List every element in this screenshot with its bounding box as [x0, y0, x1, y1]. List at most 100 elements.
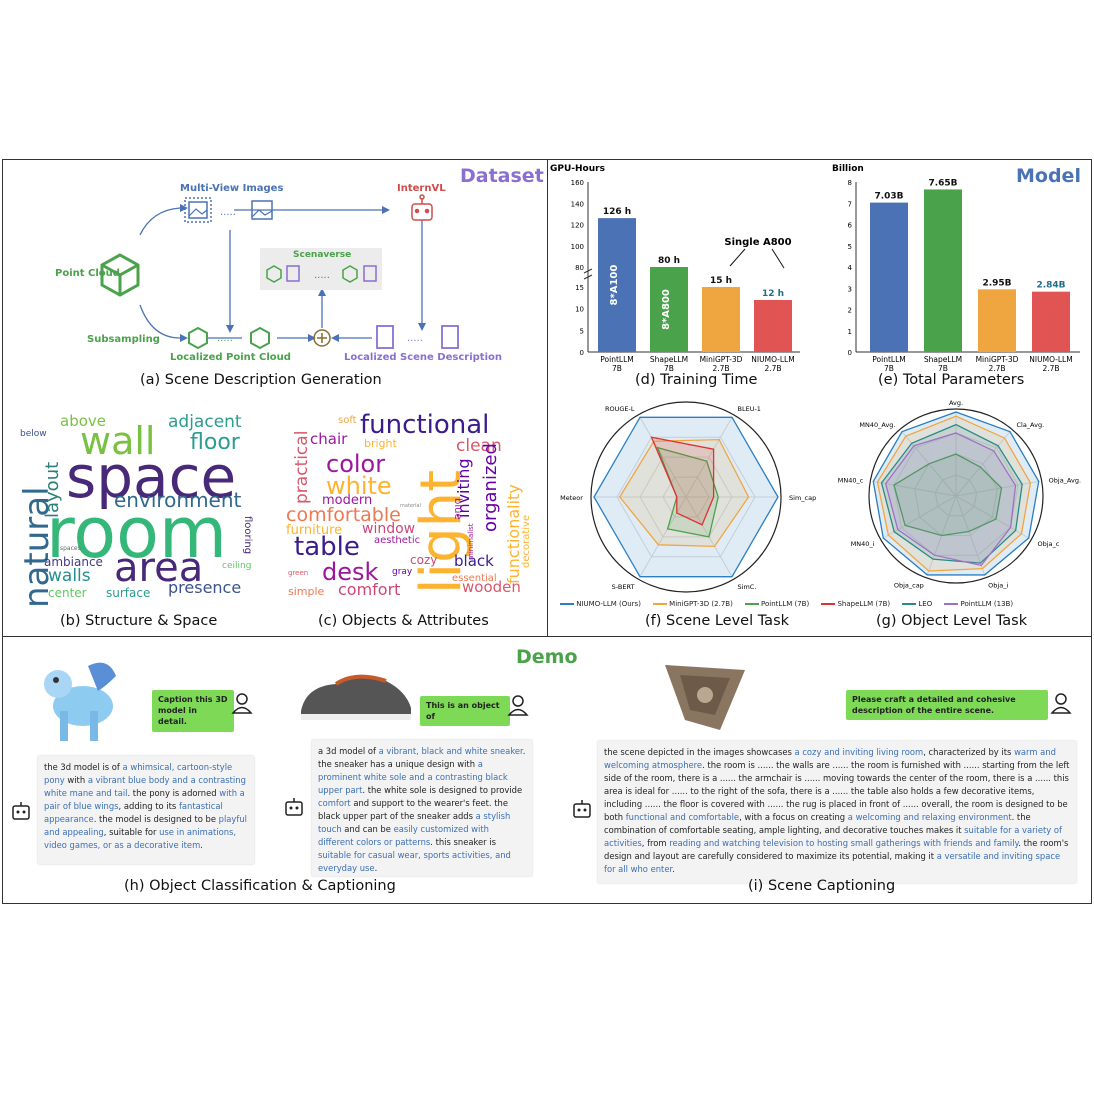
- dataset-title: Dataset: [460, 165, 544, 187]
- axis-break-mark: [583, 268, 593, 274]
- x-tick-label: MiniGPT-3D: [700, 355, 743, 364]
- localized-desc-label: Localized Scene Description: [344, 352, 502, 363]
- x-tick-label: 2.7B: [712, 364, 729, 372]
- answer-box-1: the 3d model is of a whimsical, cartoon-…: [38, 756, 254, 864]
- radar-axis-label: Cla_Avg.: [1016, 421, 1044, 429]
- legend-item-pointllm13b: PointLLM (13B): [944, 600, 1013, 612]
- y-tick-label: 10: [575, 306, 584, 314]
- bar-inner-label: 8*A100: [609, 265, 620, 306]
- user-icon-2: [507, 695, 529, 716]
- radar-series: [656, 446, 719, 538]
- svg-text:.....: .....: [314, 270, 330, 281]
- caption-e: (e) Total Parameters: [878, 372, 1025, 388]
- user-icon-3: [1050, 693, 1072, 714]
- training-time-chart: GPU-Hours 80 100 120 140 160 0 5 10 15 126 h 8*A100…: [550, 164, 800, 372]
- question-bubble-2: This is an object of: [420, 696, 510, 727]
- radar-axis-label: SimC.: [738, 583, 757, 591]
- svg-text:.....: .....: [220, 207, 236, 218]
- bar: [754, 300, 792, 352]
- wordcloud-structure: above adjacent below wall floor space la…: [17, 412, 253, 609]
- bar: [870, 202, 908, 352]
- y-tick-label: 5: [580, 327, 584, 335]
- caption-f: (f) Scene Level Task: [645, 613, 790, 629]
- y-tick-label: 160: [571, 179, 584, 187]
- radar-axis-label: BLEU-1: [738, 405, 761, 413]
- radar-series: [893, 453, 1003, 537]
- answer-box-3: the scene depicted in the images showcas…: [598, 741, 1076, 883]
- demo-panel: [2, 636, 1092, 904]
- x-tick-label: 2.7B: [764, 364, 781, 372]
- radar-series: [876, 415, 1032, 572]
- x-tick-label: ShapeLLM: [650, 355, 688, 364]
- x-tick-label: NIUMO-LLM: [1029, 355, 1072, 364]
- x-tick-label: 7B: [664, 364, 674, 372]
- point-cloud-icon: [100, 253, 140, 297]
- bar: [598, 218, 636, 352]
- caption-d: (d) Training Time: [635, 372, 758, 388]
- localized-pc-label: Localized Point Cloud: [170, 352, 291, 363]
- radar-axis-label: Obja_cap: [894, 581, 924, 589]
- x-tick-label: 7B: [612, 364, 622, 372]
- radar-outer-ring: [590, 401, 782, 593]
- bar-value-label: 2.84B: [1036, 281, 1065, 291]
- bar-value-label: 2.95B: [982, 278, 1011, 288]
- y-tick-label: 1: [848, 328, 852, 336]
- annotation-label: Single A800: [724, 237, 791, 248]
- y-tick-label: 80: [575, 264, 584, 272]
- radar-axis-label: Meteor: [560, 494, 583, 502]
- bar-inner-label: 8*A800: [661, 289, 672, 330]
- radar-axis-label: Sim_cap: [789, 494, 816, 502]
- radar-legend: NIUMO-LLM (Ours) MiniGPT-3D (2.7B) Point…: [560, 600, 1080, 612]
- radar-outer-ring: [868, 408, 1044, 584]
- radar-series: [880, 423, 1023, 564]
- radar-axis-label: MN40_i: [851, 540, 875, 548]
- caption-h: (h) Object Classification & Captioning: [124, 878, 396, 894]
- legend-item-shapellm: ShapeLLM (7B): [821, 600, 890, 612]
- radar-spoke: [883, 495, 957, 539]
- y-tick-label: 0: [848, 349, 852, 357]
- legend-item-niumo: NIUMO-LLM (Ours): [560, 600, 641, 612]
- radar-spoke: [955, 495, 986, 576]
- y-tick-label: 3: [848, 285, 852, 293]
- radar-series: [872, 411, 1040, 576]
- bar-value-label: 15 h: [710, 276, 732, 286]
- radar-series: [593, 416, 779, 578]
- x-tick-label: 7B: [884, 364, 894, 372]
- y-tick-label: 8: [848, 179, 852, 187]
- annotation-arrow: [729, 248, 746, 267]
- wordcloud-objects: soft functional chair bright clean pract…: [286, 410, 532, 599]
- internvl-label: InternVL: [397, 183, 446, 194]
- object-level-radar: Avg. Cla_Avg. Obja_Avg. Obja_c Obja_i Obja_ca…: [838, 399, 1081, 589]
- model-title: Model: [1016, 165, 1081, 187]
- radar-spoke: [955, 495, 1029, 539]
- sneaker-model-image: [301, 674, 411, 720]
- bar: [924, 189, 962, 352]
- x-tick-label: ShapeLLM: [924, 355, 962, 364]
- radar-grid-ring: [934, 474, 978, 517]
- x-tick-label: 7B: [938, 364, 948, 372]
- legend-item-minigpt: MiniGPT-3D (2.7B): [652, 600, 733, 612]
- y-tick-label: 5: [848, 243, 852, 251]
- caption-g: (g) Object Level Task: [876, 613, 1028, 629]
- scene-level-radar: BLEU-1 Sim_cap SimC. S-BERT Meteor ROUGE-L: [560, 401, 816, 593]
- radar-spoke: [639, 496, 687, 577]
- axis-break-mark: [583, 274, 593, 280]
- radar-axis-label: MN40_c: [838, 477, 864, 485]
- y-tick-label: 2: [848, 307, 852, 315]
- svg-text:.....: .....: [217, 333, 233, 344]
- caption-c: (c) Objects & Attributes: [318, 613, 489, 629]
- legend-item-pointllm: PointLLM (7B): [744, 600, 809, 612]
- x-tick-label: NIUMO-LLM: [751, 355, 794, 364]
- svg-text:.....: .....: [407, 333, 423, 344]
- point-cloud-label: Point Cloud: [55, 268, 120, 279]
- x-tick-label: PointLLM: [872, 355, 905, 364]
- legend-item-leo: LEO: [902, 600, 932, 612]
- radar-axis-label: S-BERT: [612, 583, 635, 591]
- y-tick-label: 6: [848, 222, 853, 230]
- bar: [650, 267, 688, 352]
- bar-value-label: 126 h: [603, 207, 631, 217]
- x-tick-label: MiniGPT-3D: [976, 355, 1019, 364]
- annotation-arrow: [771, 248, 785, 269]
- total-parameters-chart: Billion0123456787.03BPointLLM7B7.65BShap…: [832, 164, 1080, 372]
- radar-axis-label: Obja_i: [988, 581, 1008, 589]
